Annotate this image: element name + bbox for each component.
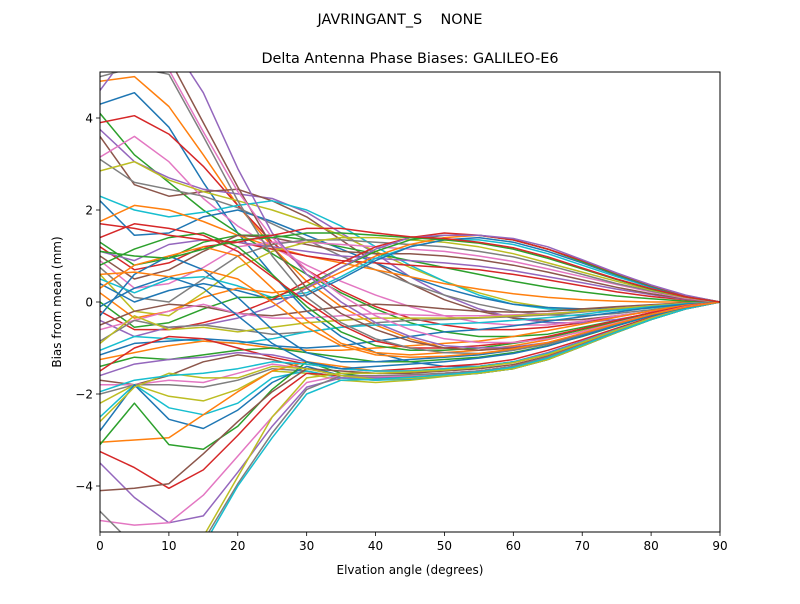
series-line-34 [100,301,720,372]
figure-suptitle: JAVRINGANT_S NONE [317,12,483,28]
series-line-62 [100,269,720,358]
chart-title: Delta Antenna Phase Biases: GALILEO-E6 [261,51,558,67]
y-axis-label: Bias from mean (mm) [50,236,64,367]
series-line-17 [100,241,720,303]
x-tick-label: 70 [575,539,590,553]
series-line-29 [100,301,720,344]
x-tick-label: 30 [299,539,314,553]
x-tick-label: 0 [96,539,104,553]
x-axis-ticks: 0 10 20 30 40 50 60 70 80 90 [96,532,728,553]
y-tick-label: 2 [85,204,93,218]
x-tick-label: 90 [712,539,727,553]
y-tick-label: −4 [75,480,93,494]
x-tick-label: 60 [506,539,521,553]
x-tick-label: 50 [437,539,452,553]
y-axis-ticks: −4 −2 0 2 4 [75,112,100,494]
x-tick-label: 10 [161,539,176,553]
series-line-23 [100,234,720,329]
series-line-61 [100,275,720,370]
series-line-26 [100,301,720,326]
y-tick-label: −2 [75,388,93,402]
x-tick-label: 80 [643,539,658,553]
y-tick-label: 4 [85,112,93,126]
series-line-21 [100,236,720,303]
series-line-64 [100,223,720,303]
series-line-60 [210,301,720,532]
series-line-32 [100,301,720,361]
x-tick-label: 40 [368,539,383,553]
series-line-57 [169,72,720,344]
series-line-12 [100,204,720,303]
series-line-8 [100,158,720,317]
series-line-59 [205,301,720,532]
series-line-16 [100,234,720,303]
x-tick-label: 20 [230,539,245,553]
x-axis-label: Elvation angle (degrees) [337,563,484,577]
y-tick-label: 0 [85,296,93,310]
series-layer [100,72,720,532]
series-line-7 [100,135,720,326]
series-line-53 [100,232,720,352]
